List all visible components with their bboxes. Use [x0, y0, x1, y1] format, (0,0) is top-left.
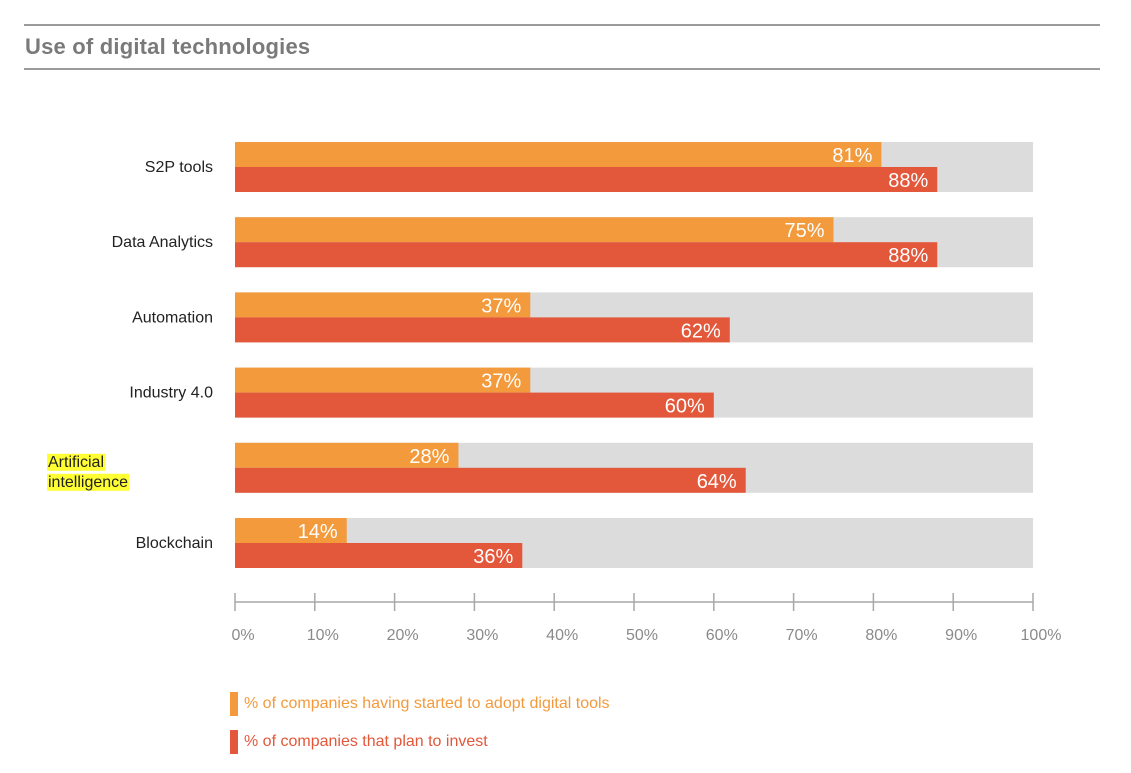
legend-swatch-adopt — [230, 692, 238, 716]
bar-adopt-industry-4-0 — [235, 367, 531, 393]
x-tick-label-50: 50% — [626, 627, 658, 644]
data-label-adopt-blockchain: 14% — [298, 521, 338, 543]
x-tick-label-70: 70% — [786, 627, 818, 644]
category-label-blockchain: Blockchain — [136, 535, 213, 552]
category-label-artificial-intelligence-line1: Artificial — [48, 454, 104, 471]
legend-label-invest: % of companies that plan to invest — [244, 733, 488, 750]
x-tick-label-20: 20% — [387, 627, 419, 644]
category-highlight-line2 — [47, 473, 130, 491]
x-tick-label-60: 60% — [706, 627, 738, 644]
data-label-invest-blockchain: 36% — [473, 546, 513, 568]
bar-invest-blockchain — [235, 543, 523, 568]
bar-invest-automation — [235, 317, 730, 343]
data-label-invest-s2p-tools: 88% — [888, 170, 928, 192]
x-tick-label-90: 90% — [945, 627, 977, 644]
category-label-s2p-tools: S2P tools — [145, 159, 213, 176]
header-bottom-rule — [24, 68, 1100, 70]
data-label-invest-industry-4-0: 60% — [665, 396, 705, 418]
category-label-data-analytics: Data Analytics — [112, 234, 213, 251]
bar-adopt-data-analytics — [235, 217, 834, 243]
x-tick-label-40: 40% — [546, 627, 578, 644]
data-label-adopt-industry-4-0: 37% — [481, 371, 521, 393]
category-highlight-line1 — [47, 453, 106, 471]
bar-adopt-automation — [235, 292, 531, 318]
data-label-adopt-artificial-intelligence: 28% — [409, 446, 449, 468]
data-label-adopt-data-analytics: 75% — [784, 220, 824, 242]
x-tick-label-80: 80% — [865, 627, 897, 644]
x-tick-label-0: 0% — [231, 627, 254, 644]
x-tick-label-100: 100% — [1021, 627, 1062, 644]
x-tick-label-10: 10% — [307, 627, 339, 644]
data-label-invest-automation: 62% — [681, 320, 721, 342]
data-label-invest-data-analytics: 88% — [888, 245, 928, 267]
category-label-industry-4-0: Industry 4.0 — [129, 385, 213, 402]
bar-adopt-artificial-intelligence — [235, 442, 459, 468]
bar-adopt-blockchain — [235, 518, 347, 543]
chart-title: Use of digital technologies — [25, 34, 311, 59]
data-label-adopt-s2p-tools: 81% — [832, 145, 872, 167]
data-label-invest-artificial-intelligence: 64% — [697, 471, 737, 493]
bar-adopt-s2p-tools — [235, 142, 882, 167]
category-label-artificial-intelligence-line2: intelligence — [48, 474, 128, 491]
category-label-automation: Automation — [132, 309, 213, 326]
bar-invest-industry-4-0 — [235, 392, 714, 418]
bar-invest-s2p-tools — [235, 167, 938, 192]
legend-swatch-invest — [230, 730, 238, 754]
bar-invest-artificial-intelligence — [235, 467, 746, 493]
x-tick-label-30: 30% — [466, 627, 498, 644]
data-label-adopt-automation: 37% — [481, 295, 521, 317]
header-top-rule — [24, 24, 1100, 26]
legend-label-adopt: % of companies having started to adopt d… — [244, 695, 610, 712]
bar-invest-data-analytics — [235, 242, 938, 268]
